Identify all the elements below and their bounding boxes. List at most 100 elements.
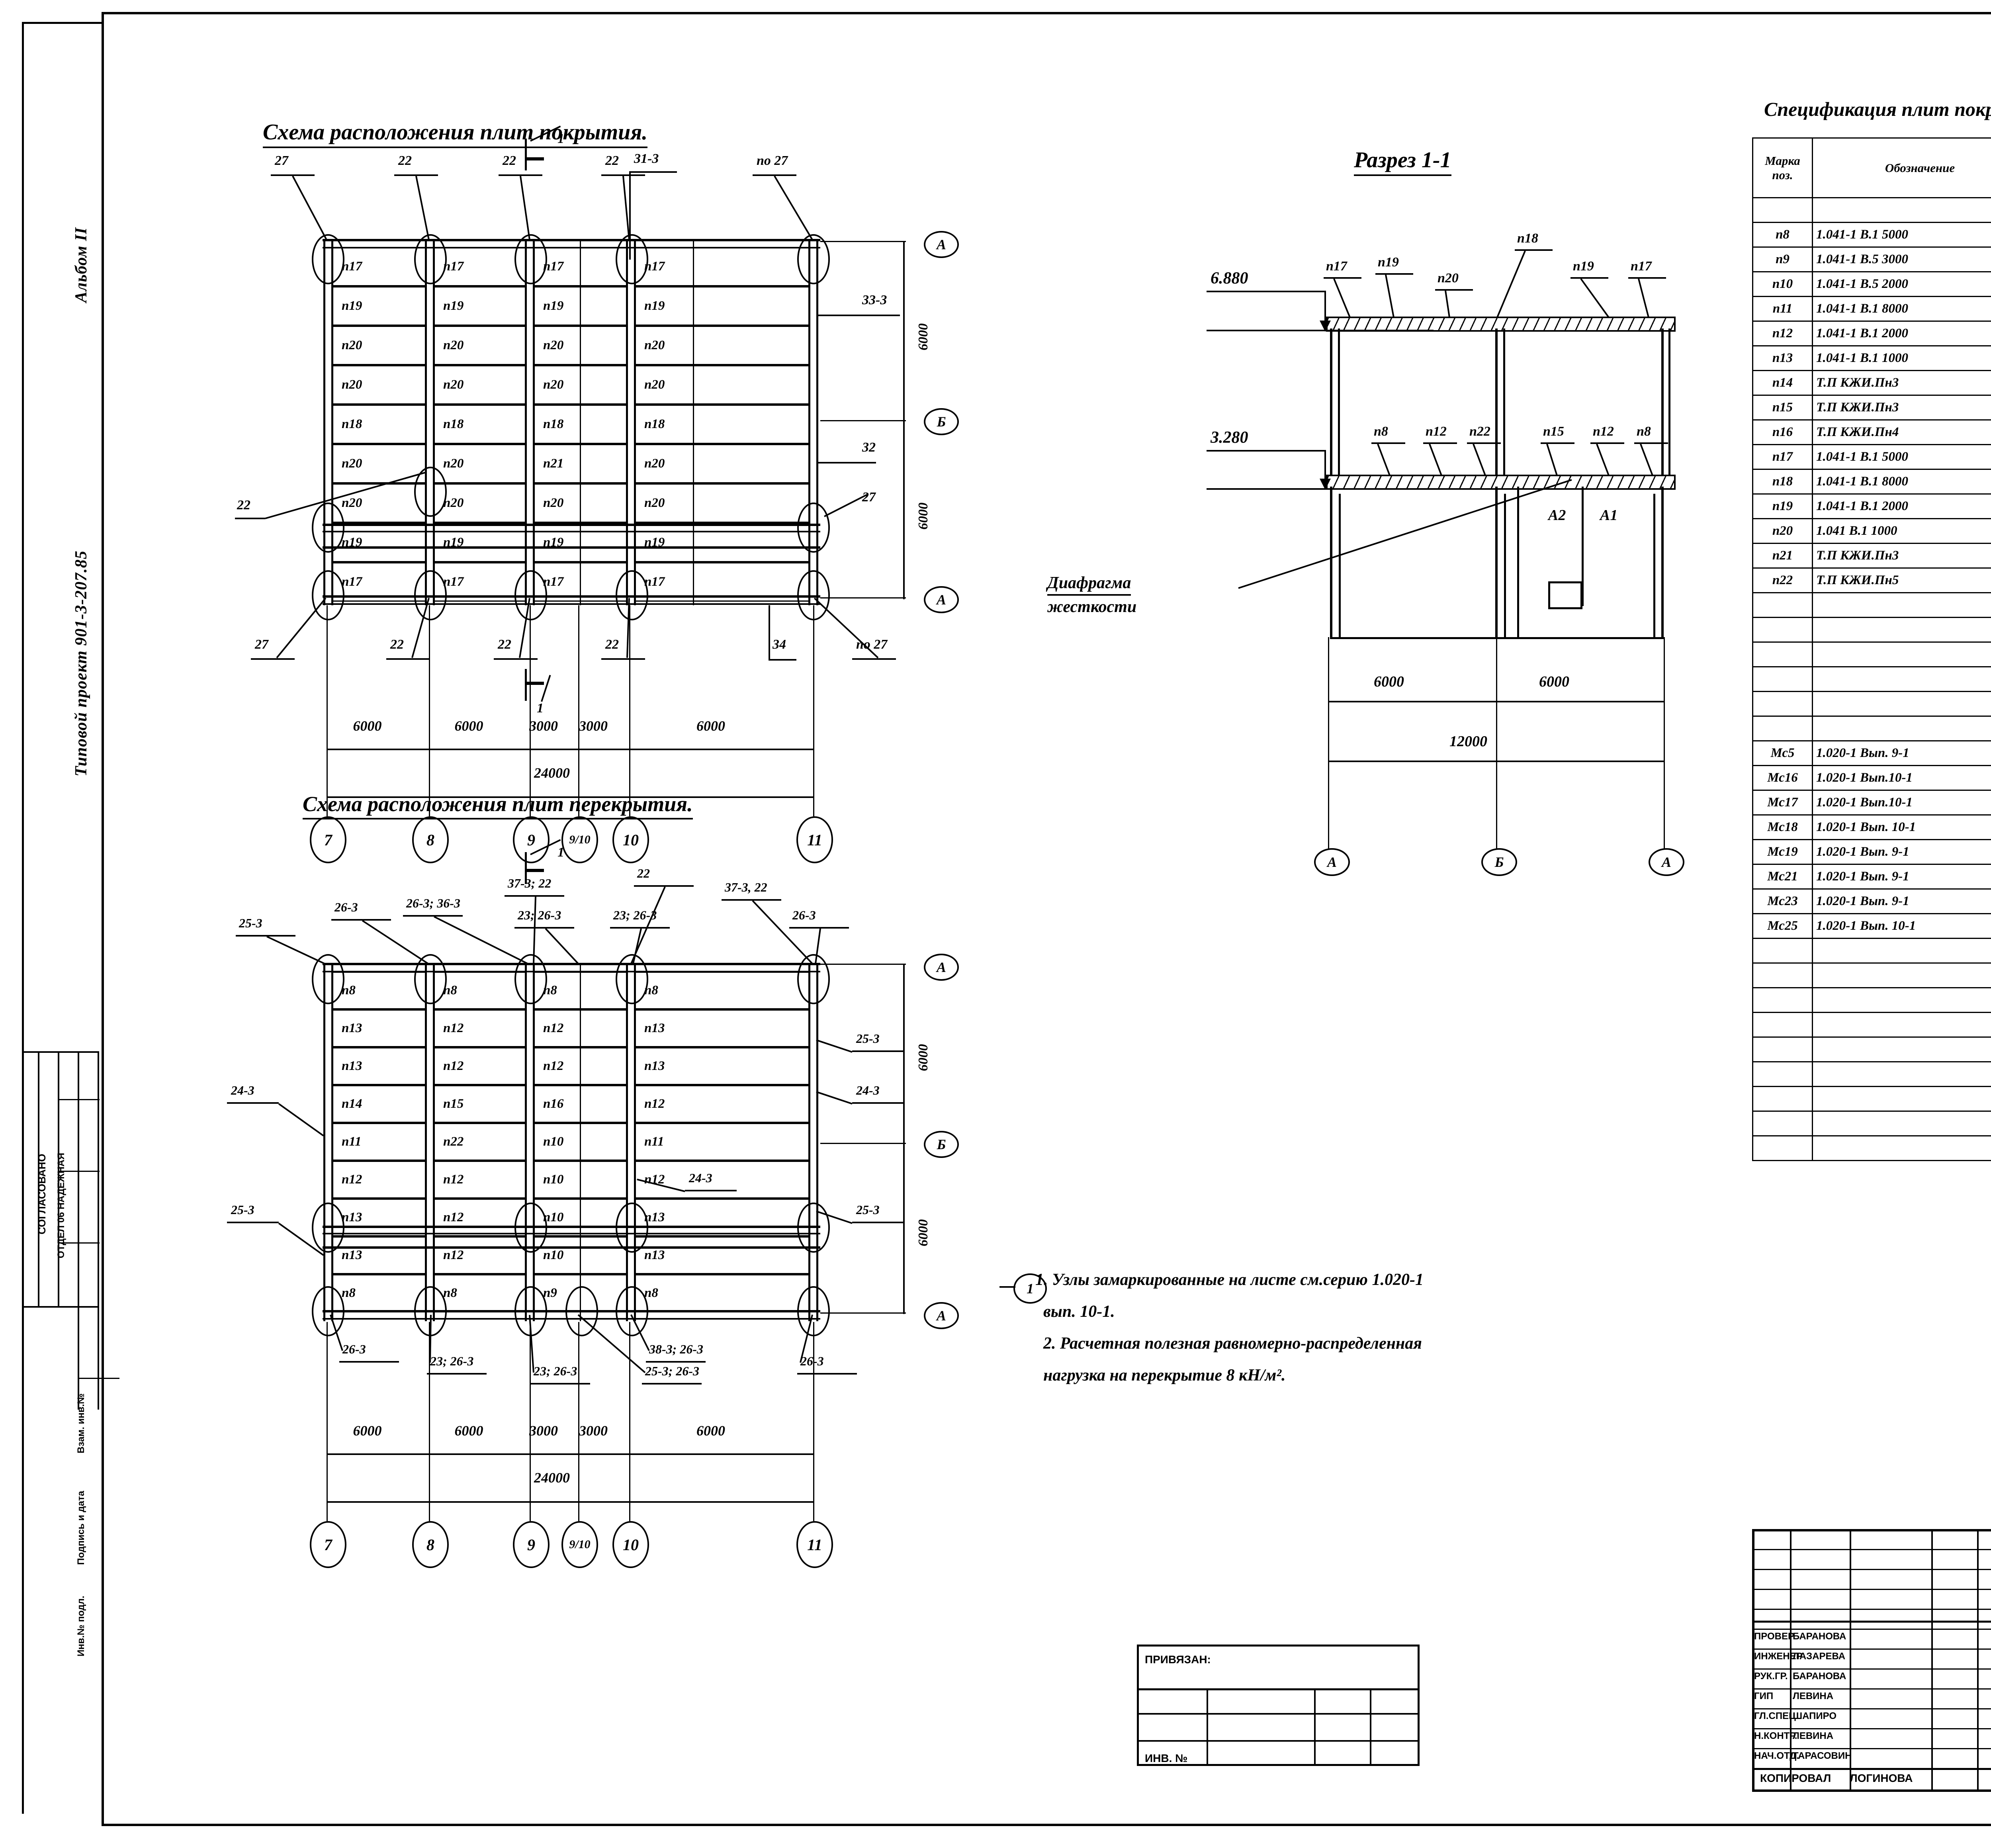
node-circle-floor-8 — [616, 1203, 648, 1253]
spec-group-row-2-desig — [1812, 716, 1991, 741]
plan-floor-plate-8-0: п8 — [333, 1274, 425, 1312]
sheet-corner-mark-top — [22, 22, 102, 24]
plan-roof-vdim-2: 6000 — [916, 503, 931, 530]
section-top-underline-2 — [1435, 289, 1473, 291]
spec-group-row-2-mark — [1752, 716, 1813, 741]
spec-row-1-5-desig: 1.041-1 В.1 1000 — [1812, 345, 1991, 371]
spec-empty-row-b1 — [1752, 962, 1991, 988]
approval-label: СОГЛАСОВАНО — [36, 1154, 48, 1234]
attached-grid-v1 — [1207, 1688, 1208, 1766]
plan-roof-plate-6-2: п20 — [534, 483, 626, 523]
plan-floor-dim-3: 3000 — [579, 1423, 608, 1439]
spec-empty-cell-b2-1 — [1812, 987, 1991, 1013]
section-top-underline-4 — [1571, 277, 1608, 279]
plan-roof-vdim-tick-b — [820, 420, 906, 421]
spec-row-2-0-mark: Мс5 — [1752, 740, 1813, 766]
section-mid-underline-1 — [1423, 442, 1457, 444]
section-mid-leader-5 — [1640, 444, 1653, 476]
plan-roof-plate-1-3: п19 — [636, 286, 808, 326]
leader-underline-floor-bot-0 — [339, 1361, 399, 1363]
plan-floor-ext-1 — [429, 1322, 430, 1521]
tb-role-rule-0 — [1752, 1629, 1991, 1630]
section-level-2: 3.280 — [1211, 428, 1248, 447]
node-circle-roof-6 — [312, 503, 344, 553]
section-wall-lower-mid-a — [1495, 487, 1498, 638]
section-wall-lower-mid-b — [1504, 494, 1506, 638]
spec-row-2-4-desig: 1.020-1 Вып. 9-1 — [1812, 839, 1991, 865]
tb-rev-rule-2 — [1752, 1569, 1991, 1570]
spec-row-2-2-desig: 1.020-1 Вып.10-1 — [1812, 790, 1991, 815]
sheet-border-bottom — [102, 1824, 1991, 1826]
spec-row-1-2-mark: п10 — [1752, 271, 1813, 297]
tb-role-1: ИНЖЕНЕР — [1754, 1651, 1803, 1662]
leader-underline-floor-side-2 — [852, 1050, 904, 1052]
section-wall-lower-left-b — [1339, 494, 1341, 638]
section-opening — [1548, 581, 1582, 609]
node-circle-roof-12 — [616, 570, 648, 620]
spec-empty-cell-b6-1 — [1812, 1086, 1991, 1112]
spec-group-row-2: Соединительные элементы. — [1752, 716, 1991, 741]
section-cut-arm-top1 — [525, 157, 544, 160]
section-wall-right-b — [1668, 329, 1670, 476]
node-circle-roof-5 — [797, 234, 830, 284]
plan-roof-plate-6-3: п20 — [636, 483, 808, 523]
plan-roof-col-10b — [634, 239, 636, 605]
plan-floor-dim-1: 6000 — [454, 1423, 483, 1439]
leader-label-roof-top-4: по 27 — [757, 153, 788, 168]
plan-floor-dimline-2 — [327, 1501, 813, 1503]
diaphragm-label-line1: Диафрагма — [1047, 573, 1131, 596]
tb-v0 — [1790, 1529, 1792, 1792]
section-top-label-2: п20 — [1438, 271, 1459, 286]
section-dimline-2 — [1328, 761, 1664, 762]
plan-floor-plate-2-1: п12 — [434, 1047, 525, 1085]
plan-roof-plate-0-3: п17 — [636, 247, 808, 286]
spec-empty-cell-a1-1 — [1812, 617, 1991, 643]
spec-empty-cell-b1-0 — [1752, 962, 1813, 988]
plan-roof-frame-mid3 — [323, 546, 820, 549]
leader-label-floor-bot-4: 25-3; 26-3 — [645, 1364, 699, 1378]
leader-line-roof-top-1 — [415, 176, 430, 240]
spec-row-1-14-mark: п22 — [1752, 567, 1813, 593]
section-cut-vert-top2 — [525, 852, 527, 884]
plan-roof-plate-8-2: п17 — [534, 562, 626, 602]
spec-row-1-7-mark: п15 — [1752, 395, 1813, 420]
section-top-label-5: п17 — [1631, 259, 1652, 274]
leader-line-roof-bot-5 — [814, 597, 879, 659]
leader-label-roof-bot-2: 22 — [498, 637, 511, 652]
tb-h-bottom — [1752, 1768, 1991, 1770]
leader-underline-floor-bot-1 — [427, 1373, 487, 1375]
spec-row-2-6-desig: 1.020-1 Вып. 9-1 — [1812, 888, 1991, 914]
plan-floor-plate-3-3: п12 — [636, 1085, 808, 1123]
spec-table: Марка поз. Обозначение Наименование Кол.… — [1752, 137, 1991, 1161]
plan-roof-plate-6-0: п20 — [333, 483, 425, 523]
section-mid-underline-3 — [1541, 442, 1574, 444]
stamp-rule-4 — [58, 1171, 100, 1172]
section-wall-lower-right-a — [1661, 487, 1664, 638]
spec-empty-cell-a4-0 — [1752, 691, 1813, 717]
tb-role-rule-2 — [1752, 1668, 1991, 1670]
plan-floor-axis-9-10: 9/10 — [561, 1521, 598, 1568]
plan-roof-plate-3-3: п20 — [636, 365, 808, 405]
leader-label-floor-top-0: 25-3 — [239, 916, 262, 930]
approval-dept-label: ОТДЕЛ 06 НАДЕЖНАЯ — [56, 1153, 66, 1258]
plan-floor-plate-2-3: п13 — [636, 1047, 808, 1085]
spec-row-1-2-desig: 1.041-1 В.5 2000 — [1812, 271, 1991, 297]
plan-floor-plate-5-0: п12 — [333, 1161, 425, 1199]
section-floor-slab — [1326, 475, 1676, 490]
leader-line-floor-top-3 — [533, 896, 536, 964]
plan-floor-dim-4: 6000 — [696, 1423, 725, 1439]
section-top-label-1: п19 — [1378, 255, 1399, 270]
plan-roof-plate-4-1: п18 — [434, 405, 525, 444]
plan-floor-plate-2-2: п12 — [534, 1047, 626, 1085]
plan-floor-col-7b — [331, 963, 333, 1321]
plan-roof-col-8b — [433, 239, 435, 605]
section-axis-A2: А — [1649, 848, 1684, 876]
leader-line-roof-top-2 — [520, 176, 530, 240]
section-top-label-0: п17 — [1326, 259, 1347, 274]
leader-underline-floor-top-7 — [722, 899, 781, 901]
section-wall-right-a — [1661, 329, 1664, 476]
spec-row-1-6-mark: п14 — [1752, 370, 1813, 396]
leader-underline-roof-top-4 — [753, 174, 796, 176]
